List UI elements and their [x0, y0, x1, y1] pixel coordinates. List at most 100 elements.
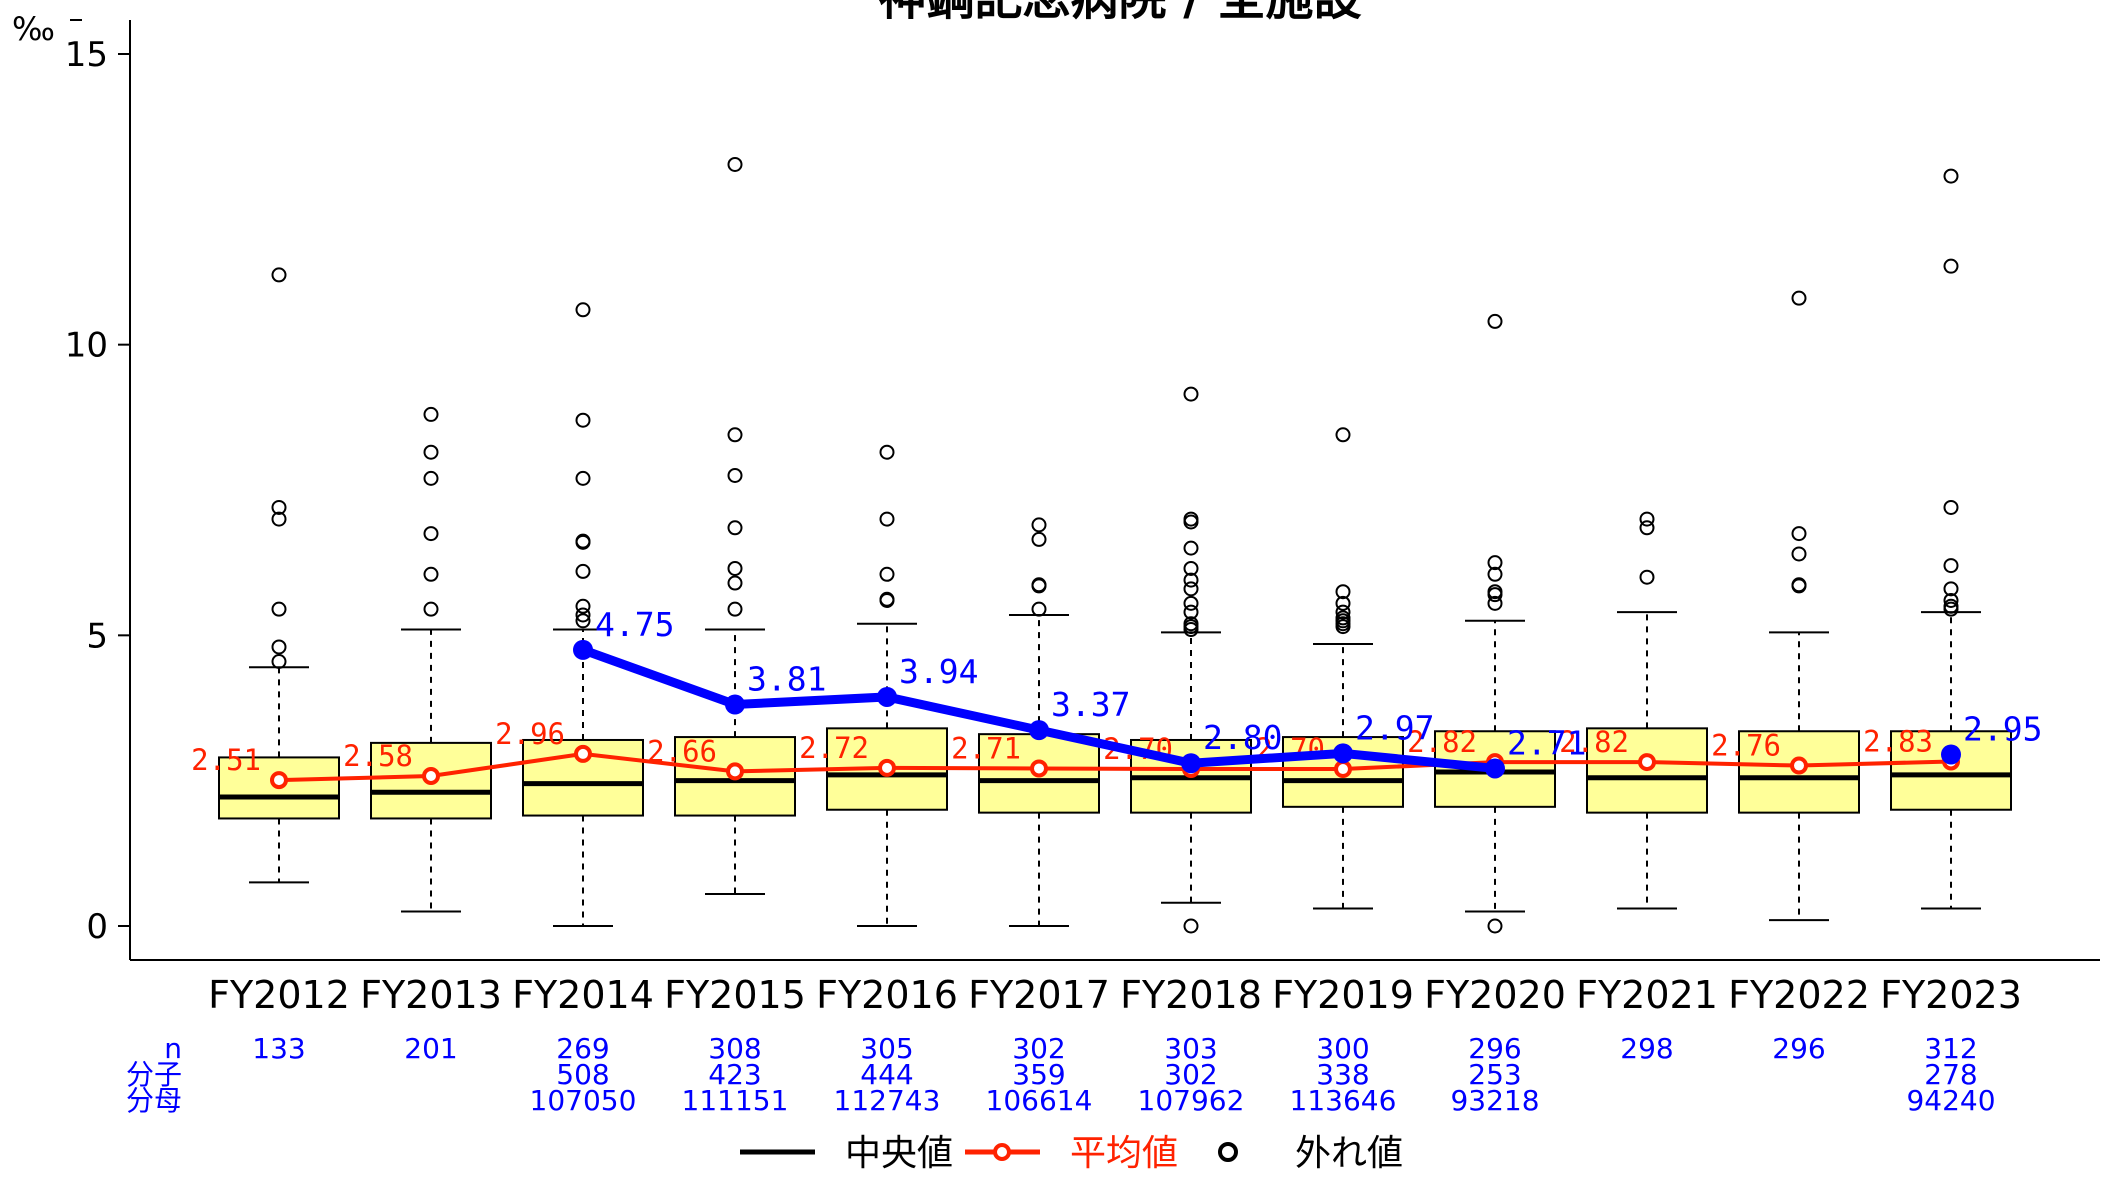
outlier-point: [879, 591, 895, 607]
outlier-point: [1183, 604, 1199, 620]
hospital-value-label: 3.94: [899, 652, 978, 691]
hospital-value-label: 2.71: [1507, 723, 1586, 762]
x-tick-label: FY2014: [512, 973, 654, 1017]
hospital-point: [725, 694, 745, 715]
outlier-point: [879, 566, 895, 582]
table-cell: 296: [1772, 1032, 1825, 1065]
table-cell: 201: [404, 1032, 457, 1065]
outlier-point: [1791, 546, 1807, 562]
table-row-label: 分母: [126, 1084, 182, 1117]
outlier-point: [879, 444, 895, 460]
x-tick-label: FY2020: [1424, 973, 1566, 1017]
outlier-point: [575, 470, 591, 486]
outlier-point: [575, 563, 591, 579]
hospital-value-label: 2.97: [1355, 708, 1434, 747]
table-cell: 312: [1924, 1032, 1977, 1065]
table-cell: 305: [860, 1032, 913, 1065]
outlier-point: [423, 470, 439, 486]
outlier-point: [727, 520, 743, 536]
outlier-point: [1487, 313, 1503, 329]
outlier-point: [1183, 386, 1199, 402]
outlier-point: [1943, 581, 1959, 597]
boxplot-FY2020: [1434, 313, 1556, 934]
table-cell: 302: [1164, 1058, 1217, 1091]
outlier-point: [879, 511, 895, 527]
box-iqr: [1890, 730, 2012, 811]
box-iqr: [522, 738, 644, 817]
boxplot-FY2019: [1282, 427, 1404, 910]
mean-point: [270, 771, 288, 790]
outlier-point: [423, 566, 439, 582]
outlier-point: [727, 156, 743, 172]
outlier-point: [1943, 258, 1959, 274]
legend-outlier-label: 外れ値: [1295, 1133, 1403, 1174]
x-tick-label: FY2017: [968, 973, 1110, 1017]
outlier-point: [575, 533, 591, 549]
table-cell: 508: [556, 1058, 609, 1091]
mean-value-label: 2.51: [191, 743, 261, 777]
table-cell: 133: [252, 1032, 305, 1065]
table-row-label: n: [164, 1032, 182, 1065]
outlier-point: [271, 639, 287, 655]
table-cell: 107962: [1138, 1084, 1245, 1117]
legend-outlier-swatch: [1218, 1142, 1238, 1162]
outlier-point: [727, 575, 743, 591]
outlier-point: [727, 601, 743, 617]
x-tick-label: FY2018: [1120, 973, 1262, 1017]
mean-point: [1030, 759, 1048, 778]
outlier-point: [1183, 511, 1199, 527]
outlier-point: [271, 499, 287, 515]
table-cell: 278: [1924, 1058, 1977, 1091]
outlier-point: [1183, 581, 1199, 597]
table-cell: 269: [556, 1032, 609, 1065]
outlier-point: [1639, 520, 1655, 536]
outlier-point: [423, 444, 439, 460]
boxplot-FY2015: [674, 156, 796, 896]
mean-value-label: 2.82: [1407, 725, 1477, 759]
x-tick-label: FY2013: [360, 973, 502, 1017]
mean-point: [878, 758, 896, 777]
table-cell: 302: [1012, 1032, 1065, 1065]
x-tick-labels: FY2012 FY2013 FY2014 FY2015 FY2016 FY2017 FY20…: [208, 973, 2022, 1017]
outlier-point: [271, 511, 287, 527]
outlier-point: [271, 653, 287, 669]
outlier-point: [1791, 290, 1807, 306]
table-cell: 113646: [1290, 1084, 1397, 1117]
table-cell: 444: [860, 1058, 913, 1091]
outlier-point: [271, 267, 287, 283]
mean-point: [726, 762, 744, 781]
outlier-point: [1031, 601, 1047, 617]
hospital-value-label: 3.37: [1051, 685, 1130, 724]
mean-line: [278, 751, 1952, 783]
boxplot-FY2018: [1130, 386, 1252, 934]
outlier-point: [727, 427, 743, 443]
outlier-point: [1943, 168, 1959, 184]
hospital-point: [1333, 743, 1353, 764]
hospital-value-label: 2.95: [1963, 710, 2042, 749]
y-tick-label: 5: [86, 616, 108, 656]
hospital-point: [877, 686, 897, 707]
outlier-point: [423, 406, 439, 422]
outlier-point: [1183, 572, 1199, 588]
y-tick-label: 0: [86, 907, 108, 947]
outlier-point: [575, 598, 591, 614]
hospital-value-label: 4.75: [595, 605, 674, 644]
boxplot-FY2022: [1738, 290, 1860, 922]
outlier-point: [727, 467, 743, 483]
outlier-point: [1183, 918, 1199, 934]
outlier-point: [1487, 595, 1503, 611]
outlier-point: [1487, 584, 1503, 600]
outlier-point: [1335, 604, 1351, 620]
hospital-series: 4.75 3.81 3.94 3.37 2.80 2.97 2.71 2.95: [573, 605, 2042, 779]
outlier-point: [727, 560, 743, 576]
hospital-point: [1485, 758, 1505, 779]
mean-value-label: 2.58: [343, 739, 413, 773]
table-cell: 308: [708, 1032, 761, 1065]
boxplots: [218, 156, 2012, 934]
outlier-point: [1943, 598, 1959, 614]
hospital-point: [1029, 720, 1049, 741]
outlier-point: [1943, 592, 1959, 608]
x-tick-label: FY2021: [1576, 973, 1718, 1017]
